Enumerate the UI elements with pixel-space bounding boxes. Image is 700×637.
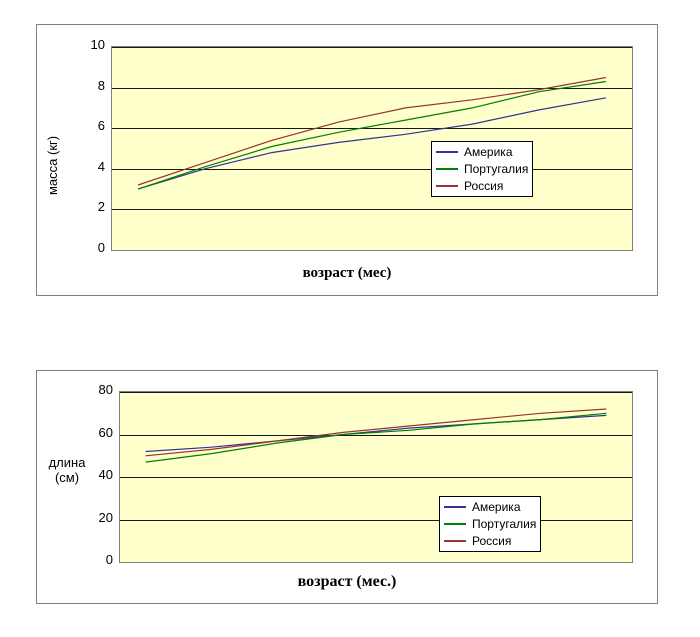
legend-label: Португалия [472, 516, 536, 533]
y-tick-label: 6 [98, 118, 105, 133]
legend-swatch [436, 185, 458, 187]
series-line [138, 78, 606, 186]
mass-chart-legend: Америка Португалия Россия [431, 141, 533, 197]
legend-item: Америка [444, 499, 536, 516]
mass-chart-lines [112, 47, 632, 250]
legend-label: Россия [472, 533, 511, 550]
y-tick-label: 80 [99, 382, 113, 397]
y-tick-label: 40 [99, 467, 113, 482]
legend-label: Португалия [464, 161, 528, 178]
legend-item: Россия [444, 533, 536, 550]
length-chart-y-axis-label: длина(см) [43, 456, 91, 486]
legend-item: Португалия [444, 516, 536, 533]
y-tick-label: 10 [91, 37, 105, 52]
mass-chart-y-axis-label: масса (кг) [45, 115, 60, 215]
length-chart-plot-area [119, 391, 633, 563]
legend-swatch [444, 523, 466, 525]
legend-swatch [436, 168, 458, 170]
legend-item: Россия [436, 178, 528, 195]
y-tick-label: 2 [98, 199, 105, 214]
legend-item: Португалия [436, 161, 528, 178]
series-line [146, 413, 607, 462]
y-tick-label: 0 [106, 552, 113, 567]
y-label-line: (см) [49, 471, 86, 486]
length-chart-legend: Америка Португалия Россия [439, 496, 541, 552]
mass-chart-x-axis-label: возраст (мес) [37, 265, 657, 282]
series-line [146, 415, 607, 451]
y-tick-label: 60 [99, 425, 113, 440]
legend-label: Россия [464, 178, 503, 195]
length-chart-x-axis-label: возраст (мес.) [37, 573, 657, 591]
mass-chart-frame: масса (кг) 0 2 4 6 8 10 Америка Португалия Ро… [36, 24, 658, 296]
series-line [138, 98, 606, 189]
legend-label: Америка [472, 499, 521, 516]
legend-swatch [444, 506, 466, 508]
y-tick-label: 20 [99, 510, 113, 525]
length-chart-frame: длина(см) 0 20 40 60 80 Америка Португалия Р… [36, 370, 658, 604]
y-tick-label: 0 [98, 240, 105, 255]
series-line [138, 82, 606, 190]
y-tick-label: 4 [98, 159, 105, 174]
y-tick-label: 8 [98, 78, 105, 93]
legend-swatch [436, 151, 458, 153]
mass-chart-plot-area [111, 46, 633, 251]
length-chart-lines [120, 392, 632, 562]
y-label-line: длина [49, 456, 86, 471]
length-chart-y-line1: длина(см) [49, 456, 86, 486]
legend-label: Америка [464, 144, 513, 161]
legend-item: Америка [436, 144, 528, 161]
legend-swatch [444, 540, 466, 542]
